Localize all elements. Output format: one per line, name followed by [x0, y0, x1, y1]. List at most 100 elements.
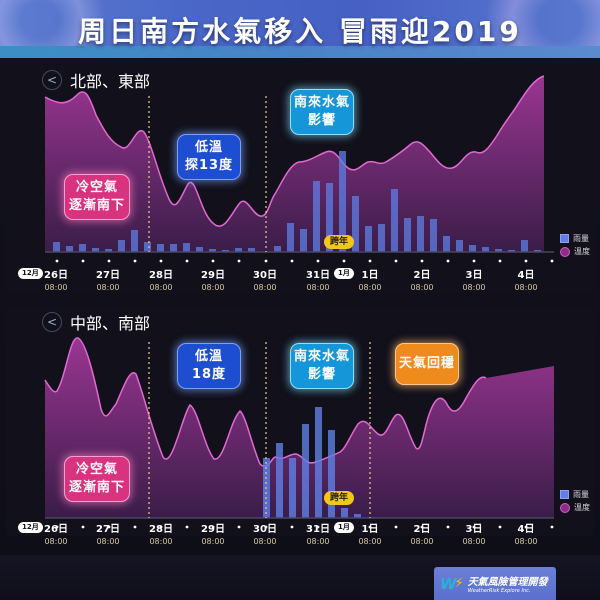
- tick-day: 31日: [306, 270, 330, 281]
- tick-time: 08:00: [149, 537, 173, 546]
- back-chevron-icon[interactable]: <: [42, 70, 62, 90]
- temp-swatch-icon: [560, 246, 570, 257]
- tick-time: 08:00: [462, 283, 486, 292]
- axis-tick: 27日 08:00: [83, 266, 133, 292]
- legend: 雨量 溫度: [560, 488, 590, 514]
- new-year-badge: 跨年: [324, 491, 355, 505]
- logo-name-zh: 天氣風險管理開發: [467, 577, 548, 588]
- tick-time: 08:00: [96, 537, 120, 546]
- legend-label: 雨量: [573, 490, 589, 499]
- annotation-line: 逐漸南下: [68, 198, 125, 213]
- axis-tick: 2日 08:00: [397, 266, 447, 292]
- annotation-line: 影響: [307, 367, 336, 382]
- tick-time: 08:00: [514, 283, 538, 292]
- temperature-line: [44, 75, 545, 227]
- tick-day: 4日: [517, 524, 535, 535]
- tick-time: 08:00: [253, 283, 277, 292]
- back-chevron-icon[interactable]: <: [42, 312, 62, 332]
- axis-tick: 27日 08:00: [83, 520, 133, 546]
- tick-time: 08:00: [44, 537, 68, 546]
- legend-rain: 雨量: [560, 488, 590, 501]
- tick-time: 08:00: [201, 537, 225, 546]
- new-year-badge: 跨年: [324, 235, 355, 249]
- panel-central-south: < 中部、南部 冷空氣 逐漸南下 低溫 18度 南來水氣 影響 天氣回穩 跨年 …: [6, 306, 594, 546]
- axis-tick: 29日 08:00: [188, 266, 238, 292]
- tick-day: 1日: [361, 524, 379, 535]
- tick-time: 08:00: [358, 537, 382, 546]
- logo-mark-icon: W: [440, 574, 457, 593]
- tick-time: 08:00: [410, 537, 434, 546]
- temperature-line: [44, 337, 487, 467]
- tick-time: 08:00: [253, 537, 277, 546]
- tick-day: 30日: [253, 524, 277, 535]
- temperature-area: [45, 337, 554, 518]
- region-title: 北部、東部: [70, 72, 151, 91]
- axis-tick: 31日 08:00: [293, 266, 343, 292]
- axis-tick: 30日 08:00: [240, 520, 290, 546]
- annotation-line: 冷空氣: [75, 462, 118, 477]
- tick-day: 29日: [201, 524, 225, 535]
- axis-tick: 2日 08:00: [397, 520, 447, 546]
- logo-name-en: WeatherRisk Explore Inc.: [467, 588, 531, 594]
- annotation-line: 影響: [307, 113, 336, 128]
- annotation-moisture: 南來水氣 影響: [290, 89, 354, 135]
- south-chart: [44, 337, 554, 529]
- tick-day: 30日: [253, 270, 277, 281]
- rain-swatch-icon: [560, 490, 569, 499]
- axis-tick: 4日 08:00: [501, 266, 551, 292]
- tick-time: 08:00: [149, 283, 173, 292]
- legend-temp: 溫度: [560, 501, 590, 514]
- annotation-line: 南來水氣: [293, 349, 350, 364]
- temperature-area: [45, 76, 544, 252]
- rain-swatch-icon: [560, 234, 569, 243]
- axis-tick: 29日 08:00: [188, 520, 238, 546]
- annotation-cold-air: 冷空氣 逐漸南下: [64, 456, 130, 502]
- axis-tick: 3日 08:00: [449, 520, 499, 546]
- page-title: 周日南方水氣移入 冒雨迎2019: [78, 15, 522, 48]
- tick-day: 27日: [96, 524, 120, 535]
- tick-time: 08:00: [44, 283, 68, 292]
- region-header-south: < 中部、南部: [42, 310, 150, 334]
- time-axis: 12月 1月 26日 08:00 27日 08:00 28日 08:00 29日 08:…: [6, 520, 600, 556]
- time-axis: 12月 1月 26日 08:00 27日 08:00 28日 08:00 29日 08:…: [6, 266, 600, 302]
- logo-text: 天氣風險管理開發 WeatherRisk Explore Inc.: [468, 573, 548, 594]
- tick-time: 08:00: [514, 537, 538, 546]
- annotation-line: 天氣回穩: [398, 356, 455, 371]
- annotation-line: 南來水氣: [293, 95, 350, 110]
- tick-day: 28日: [149, 270, 173, 281]
- north-chart: [44, 75, 554, 263]
- annotation-line: 逐漸南下: [68, 480, 125, 495]
- month-badge-dec: 12月: [18, 522, 43, 533]
- company-logo: W ⚡ 天氣風險管理開發 WeatherRisk Explore Inc.: [434, 567, 556, 600]
- tick-day: 2日: [413, 524, 431, 535]
- annotation-line: 低溫: [194, 349, 223, 364]
- tick-time: 08:00: [462, 537, 486, 546]
- header-band: [0, 46, 600, 58]
- axis-tick: 30日 08:00: [240, 266, 290, 292]
- tick-day: 26日: [44, 524, 68, 535]
- legend: 雨量 溫度: [560, 232, 590, 258]
- tick-day: 3日: [465, 270, 483, 281]
- tick-day: 29日: [201, 270, 225, 281]
- panel-north-east: < 北部、東部 冷空氣 逐漸南下 低溫 探13度 南來水氣 影響 跨年 雨量 溫…: [6, 64, 594, 294]
- legend-label: 溫度: [574, 247, 590, 256]
- legend-rain: 雨量: [560, 232, 590, 245]
- region-title: 中部、南部: [70, 314, 151, 333]
- legend-label: 溫度: [574, 503, 590, 512]
- annotation-line: 冷空氣: [75, 180, 118, 195]
- month-badge-dec: 12月: [18, 268, 43, 279]
- axis-tick: 28日 08:00: [136, 520, 186, 546]
- tick-time: 08:00: [358, 283, 382, 292]
- axis-tick: 31日 08:00: [293, 520, 343, 546]
- month-badge-jan: 1月: [334, 268, 354, 279]
- axis-tick: 1日 08:00: [345, 266, 395, 292]
- annotation-line: 探13度: [184, 158, 234, 173]
- tick-day: 1日: [361, 270, 379, 281]
- axis-tick: 28日 08:00: [136, 266, 186, 292]
- axis-tick: 3日 08:00: [449, 266, 499, 292]
- header-banner: 周日南方水氣移入 冒雨迎2019: [0, 0, 600, 58]
- tick-time: 08:00: [306, 537, 330, 546]
- legend-temp: 溫度: [560, 245, 590, 258]
- tick-time: 08:00: [96, 283, 120, 292]
